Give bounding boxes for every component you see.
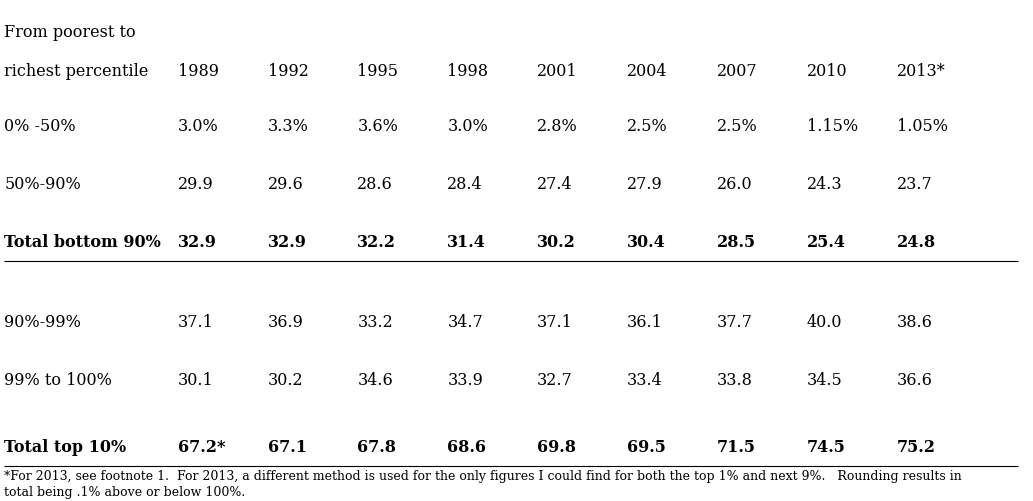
Text: 75.2: 75.2 xyxy=(897,438,936,455)
Text: 27.4: 27.4 xyxy=(537,176,572,193)
Text: 71.5: 71.5 xyxy=(717,438,756,455)
Text: 33.4: 33.4 xyxy=(627,371,663,388)
Text: 67.8: 67.8 xyxy=(357,438,397,455)
Text: 2.5%: 2.5% xyxy=(627,118,667,135)
Text: 33.9: 33.9 xyxy=(447,371,483,388)
Text: 34.5: 34.5 xyxy=(807,371,843,388)
Text: 27.9: 27.9 xyxy=(627,176,663,193)
Text: 33.2: 33.2 xyxy=(357,313,394,330)
Text: 30.2: 30.2 xyxy=(268,371,303,388)
Text: 99% to 100%: 99% to 100% xyxy=(4,371,112,388)
Text: 1998: 1998 xyxy=(447,63,489,80)
Text: 2004: 2004 xyxy=(627,63,667,80)
Text: 0% -50%: 0% -50% xyxy=(4,118,75,135)
Text: 31.4: 31.4 xyxy=(447,234,487,251)
Text: 1989: 1989 xyxy=(178,63,219,80)
Text: 32.9: 32.9 xyxy=(178,234,217,251)
Text: 2001: 2001 xyxy=(537,63,577,80)
Text: 68.6: 68.6 xyxy=(447,438,487,455)
Text: 32.7: 32.7 xyxy=(537,371,573,388)
Text: 50%-90%: 50%-90% xyxy=(4,176,81,193)
Text: 2013*: 2013* xyxy=(897,63,945,80)
Text: 2010: 2010 xyxy=(807,63,847,80)
Text: 67.1: 67.1 xyxy=(268,438,307,455)
Text: 34.7: 34.7 xyxy=(447,313,483,330)
Text: 3.0%: 3.0% xyxy=(447,118,488,135)
Text: 30.1: 30.1 xyxy=(178,371,214,388)
Text: 90%-99%: 90%-99% xyxy=(4,313,81,330)
Text: 32.9: 32.9 xyxy=(268,234,307,251)
Text: 36.9: 36.9 xyxy=(268,313,304,330)
Text: 1992: 1992 xyxy=(268,63,309,80)
Text: 24.3: 24.3 xyxy=(807,176,842,193)
Text: 69.8: 69.8 xyxy=(537,438,576,455)
Text: 28.5: 28.5 xyxy=(717,234,756,251)
Text: 1.15%: 1.15% xyxy=(807,118,857,135)
Text: 37.1: 37.1 xyxy=(178,313,214,330)
Text: 3.0%: 3.0% xyxy=(178,118,218,135)
Text: 25.4: 25.4 xyxy=(807,234,846,251)
Text: Total top 10%: Total top 10% xyxy=(4,438,126,455)
Text: 30.2: 30.2 xyxy=(537,234,576,251)
Text: 37.7: 37.7 xyxy=(717,313,753,330)
Text: 36.6: 36.6 xyxy=(897,371,933,388)
Text: 69.5: 69.5 xyxy=(627,438,666,455)
Text: total being .1% above or below 100%.: total being .1% above or below 100%. xyxy=(4,485,246,498)
Text: 33.8: 33.8 xyxy=(717,371,753,388)
Text: 26.0: 26.0 xyxy=(717,176,752,193)
Text: 3.6%: 3.6% xyxy=(357,118,399,135)
Text: 24.8: 24.8 xyxy=(897,234,936,251)
Text: 30.4: 30.4 xyxy=(627,234,666,251)
Text: Total bottom 90%: Total bottom 90% xyxy=(4,234,161,251)
Text: 36.1: 36.1 xyxy=(627,313,663,330)
Text: 23.7: 23.7 xyxy=(897,176,933,193)
Text: 29.6: 29.6 xyxy=(268,176,304,193)
Text: 2.8%: 2.8% xyxy=(537,118,577,135)
Text: 28.4: 28.4 xyxy=(447,176,482,193)
Text: 74.5: 74.5 xyxy=(807,438,846,455)
Text: 40.0: 40.0 xyxy=(807,313,842,330)
Text: 37.1: 37.1 xyxy=(537,313,573,330)
Text: 67.2*: 67.2* xyxy=(178,438,225,455)
Text: 32.2: 32.2 xyxy=(357,234,397,251)
Text: 1995: 1995 xyxy=(357,63,399,80)
Text: 28.6: 28.6 xyxy=(357,176,394,193)
Text: 2.5%: 2.5% xyxy=(717,118,757,135)
Text: 3.3%: 3.3% xyxy=(268,118,309,135)
Text: 38.6: 38.6 xyxy=(897,313,933,330)
Text: *For 2013, see footnote 1.  For 2013, a different method is used for the only fi: *For 2013, see footnote 1. For 2013, a d… xyxy=(4,469,962,482)
Text: 2007: 2007 xyxy=(717,63,757,80)
Text: 1.05%: 1.05% xyxy=(897,118,947,135)
Text: richest percentile: richest percentile xyxy=(4,63,149,80)
Text: 29.9: 29.9 xyxy=(178,176,214,193)
Text: 34.6: 34.6 xyxy=(357,371,394,388)
Text: From poorest to: From poorest to xyxy=(4,24,135,41)
